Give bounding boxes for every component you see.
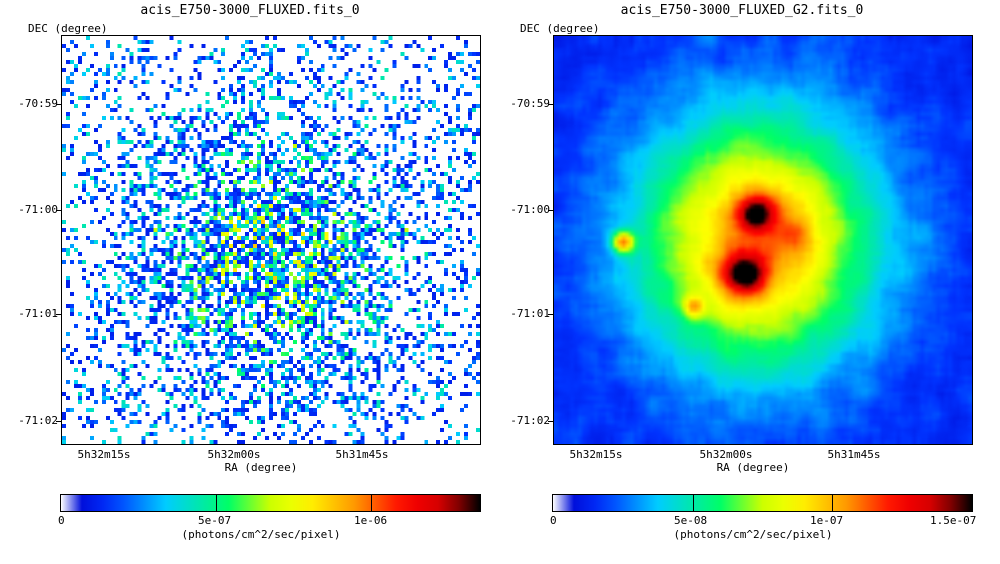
x-tick-label: 5h32m00s: [699, 448, 753, 461]
x-tick-label: 5h32m15s: [569, 448, 623, 461]
left-panel: acis_E750-3000_FLUXED.fits_0 DEC (degree…: [18, 3, 481, 541]
colorbar-tick-mark: [371, 495, 373, 511]
colorbar-tick-label: 5e-08: [674, 514, 708, 527]
y-axis-label: DEC (degree): [28, 22, 108, 35]
y-tick-label: -71:01: [510, 307, 550, 320]
y-tick-mark: [548, 421, 553, 422]
y-tick-label: -71:00: [510, 203, 550, 216]
chart-title: acis_E750-3000_FLUXED.fits_0: [140, 3, 360, 18]
colorbar-unit-label: (photons/cm^2/sec/pixel): [181, 528, 341, 541]
colorbar-tick-mark: [216, 495, 218, 511]
y-tick-label: -71:00: [18, 203, 58, 216]
y-tick-mark: [56, 421, 61, 422]
colorbar-tick-label: 1e-07: [810, 514, 844, 527]
y-tick-label: -70:59: [510, 97, 550, 110]
y-tick-mark: [548, 104, 553, 105]
x-axis-label: RA (degree): [716, 461, 790, 474]
colorbar-tick-mark: [692, 495, 694, 511]
x-tick-label: 5h31m45s: [827, 448, 881, 461]
y-tick-mark: [56, 210, 61, 211]
colorbar-tick-label: 0: [58, 514, 65, 527]
chart-title: acis_E750-3000_FLUXED_G2.fits_0: [620, 3, 864, 18]
colorbar-tick-label: 1.5e-07: [930, 514, 977, 527]
y-tick-mark: [56, 104, 61, 105]
y-tick-label: -70:59: [18, 97, 58, 110]
y-tick-mark: [548, 314, 553, 315]
y-tick-label: -71:02: [510, 414, 550, 427]
y-tick-label: -71:01: [18, 307, 58, 320]
y-axis-label: DEC (degree): [520, 22, 600, 35]
colorbar: [552, 494, 973, 512]
colorbar-tick-label: 1e-06: [354, 514, 388, 527]
colorbar-tick-mark: [832, 495, 834, 511]
x-tick-label: 5h32m00s: [207, 448, 261, 461]
right-panel: acis_E750-3000_FLUXED_G2.fits_0 DEC (deg…: [492, 0, 992, 564]
colorbar-tick-label: 0: [550, 514, 557, 527]
x-tick-label: 5h31m45s: [335, 448, 389, 461]
heatmap-plot-area[interactable]: [553, 35, 973, 445]
y-tick-label: -71:02: [18, 414, 58, 427]
heatmap-plot-area[interactable]: [61, 35, 481, 445]
heatmap-image: [62, 36, 480, 444]
x-tick-label: 5h32m15s: [77, 448, 131, 461]
heatmap-image: [554, 36, 972, 444]
colorbar-tick-label: 5e-07: [198, 514, 232, 527]
y-tick-mark: [56, 314, 61, 315]
y-tick-mark: [548, 210, 553, 211]
colorbar: [60, 494, 481, 512]
colorbar-unit-label: (photons/cm^2/sec/pixel): [673, 528, 833, 541]
x-axis-label: RA (degree): [224, 461, 298, 474]
